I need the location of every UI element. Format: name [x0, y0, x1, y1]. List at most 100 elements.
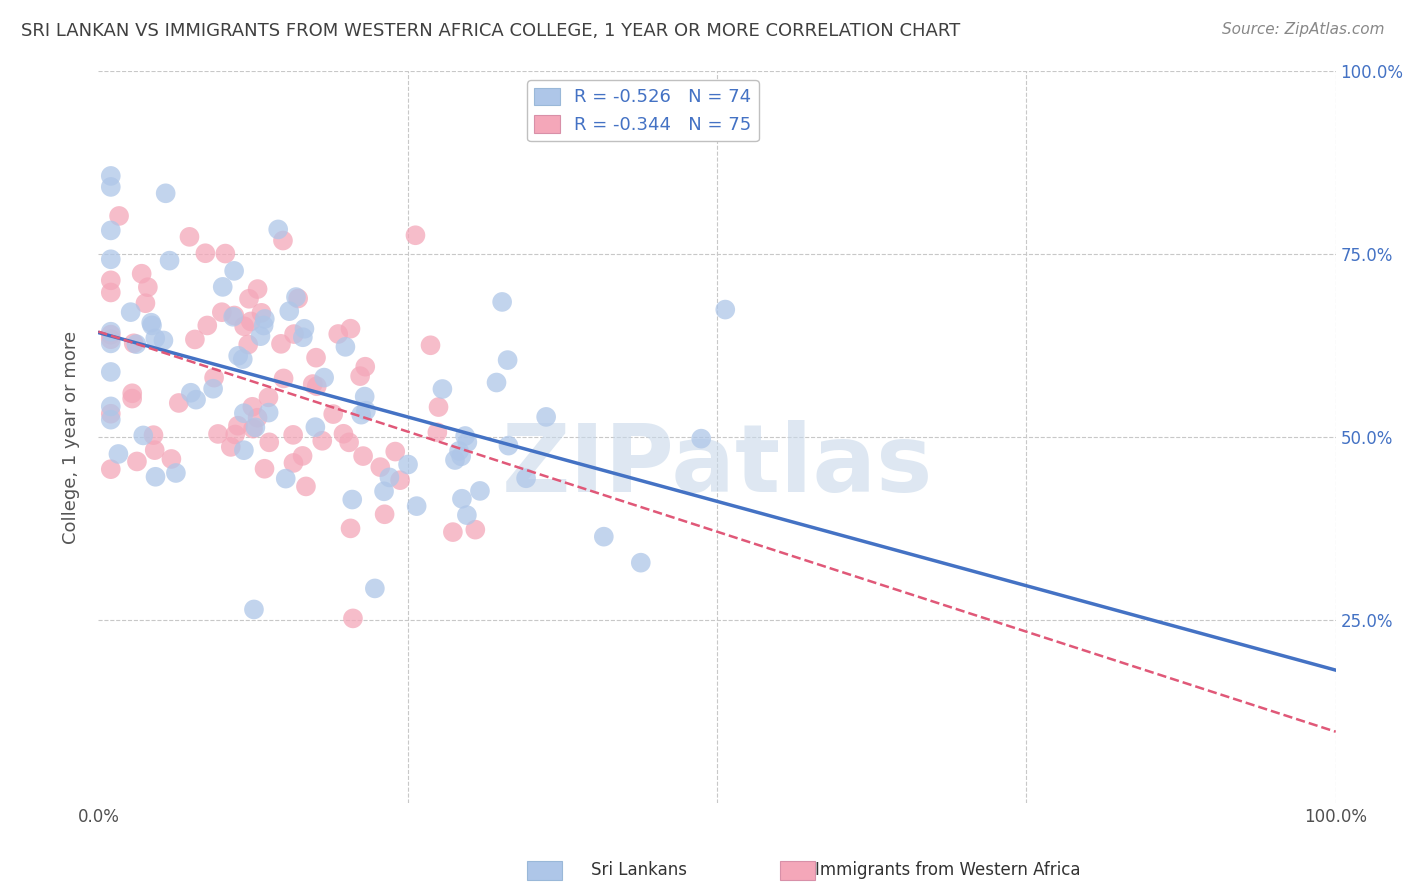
Point: [100, 365, 122, 379]
Text: SRI LANKAN VS IMMIGRANTS FROM WESTERN AFRICA COLLEGE, 1 YEAR OR MORE CORRELATION: SRI LANKAN VS IMMIGRANTS FROM WESTERN AF…: [21, 22, 960, 40]
Point: [132, 428, 155, 442]
Point: [378, 470, 401, 484]
Point: [180, 385, 202, 400]
Point: [404, 228, 426, 243]
Point: [141, 316, 163, 330]
Point: [249, 329, 271, 343]
Point: [226, 349, 249, 363]
Point: [267, 222, 290, 236]
Point: [142, 428, 165, 442]
Point: [368, 460, 391, 475]
Point: [195, 318, 218, 333]
Point: [283, 327, 305, 342]
Point: [332, 426, 354, 441]
Point: [304, 420, 326, 434]
Point: [270, 336, 292, 351]
Point: [283, 456, 305, 470]
Point: [120, 305, 142, 319]
Point: [211, 305, 233, 319]
Point: [285, 290, 308, 304]
Point: [419, 338, 441, 352]
Point: [352, 449, 374, 463]
Point: [498, 439, 520, 453]
Point: [491, 294, 513, 309]
Point: [100, 285, 122, 300]
Point: [592, 530, 614, 544]
Point: [122, 336, 145, 351]
Point: [257, 390, 280, 404]
Point: [165, 466, 187, 480]
Point: [121, 392, 143, 406]
Point: [202, 382, 225, 396]
Point: [159, 253, 181, 268]
Point: [349, 369, 371, 384]
Point: [253, 312, 276, 326]
Point: [335, 340, 357, 354]
Point: [233, 319, 256, 334]
Point: [202, 370, 225, 384]
Point: [214, 246, 236, 260]
Point: [456, 435, 478, 450]
Point: [100, 223, 122, 237]
Point: [108, 209, 131, 223]
Point: [224, 309, 246, 323]
Point: [100, 325, 122, 339]
Text: Source: ZipAtlas.com: Source: ZipAtlas.com: [1222, 22, 1385, 37]
Point: [630, 556, 652, 570]
Point: [253, 318, 276, 333]
Point: [100, 180, 122, 194]
Point: [339, 321, 361, 335]
Point: [179, 230, 201, 244]
Point: [155, 186, 177, 201]
Point: [131, 267, 153, 281]
Point: [232, 406, 254, 420]
Point: [291, 449, 314, 463]
Point: [257, 406, 280, 420]
Point: [243, 602, 266, 616]
Point: [125, 337, 148, 351]
Text: ZIPatlas: ZIPatlas: [502, 420, 932, 512]
Point: [339, 521, 361, 535]
Point: [100, 169, 122, 183]
Point: [100, 332, 122, 346]
Point: [274, 472, 297, 486]
Point: [257, 435, 280, 450]
Point: [167, 396, 190, 410]
Point: [337, 435, 360, 450]
Point: [374, 508, 396, 522]
Point: [441, 525, 464, 540]
Point: [184, 392, 207, 407]
Point: [305, 379, 328, 393]
Point: [322, 407, 344, 421]
Point: [295, 479, 318, 493]
Point: [305, 351, 328, 365]
Point: [454, 429, 477, 443]
Point: [464, 523, 486, 537]
Point: [152, 334, 174, 348]
Point: [141, 318, 163, 333]
Point: [468, 483, 491, 498]
Point: [238, 292, 260, 306]
Point: [496, 353, 519, 368]
Point: [384, 444, 406, 458]
Point: [278, 304, 301, 318]
Point: [314, 370, 336, 384]
Point: [250, 306, 273, 320]
Point: [219, 440, 242, 454]
Point: [291, 330, 314, 344]
Point: [714, 302, 737, 317]
Point: [444, 453, 467, 467]
Point: [226, 418, 249, 433]
Point: [100, 412, 122, 426]
Point: [145, 469, 167, 483]
Point: [246, 282, 269, 296]
Point: [271, 234, 294, 248]
Point: [396, 458, 419, 472]
Point: [405, 499, 427, 513]
Point: [450, 450, 472, 464]
Point: [246, 410, 269, 425]
Point: [222, 310, 245, 324]
Point: [342, 611, 364, 625]
Point: [534, 409, 557, 424]
Point: [328, 326, 350, 341]
